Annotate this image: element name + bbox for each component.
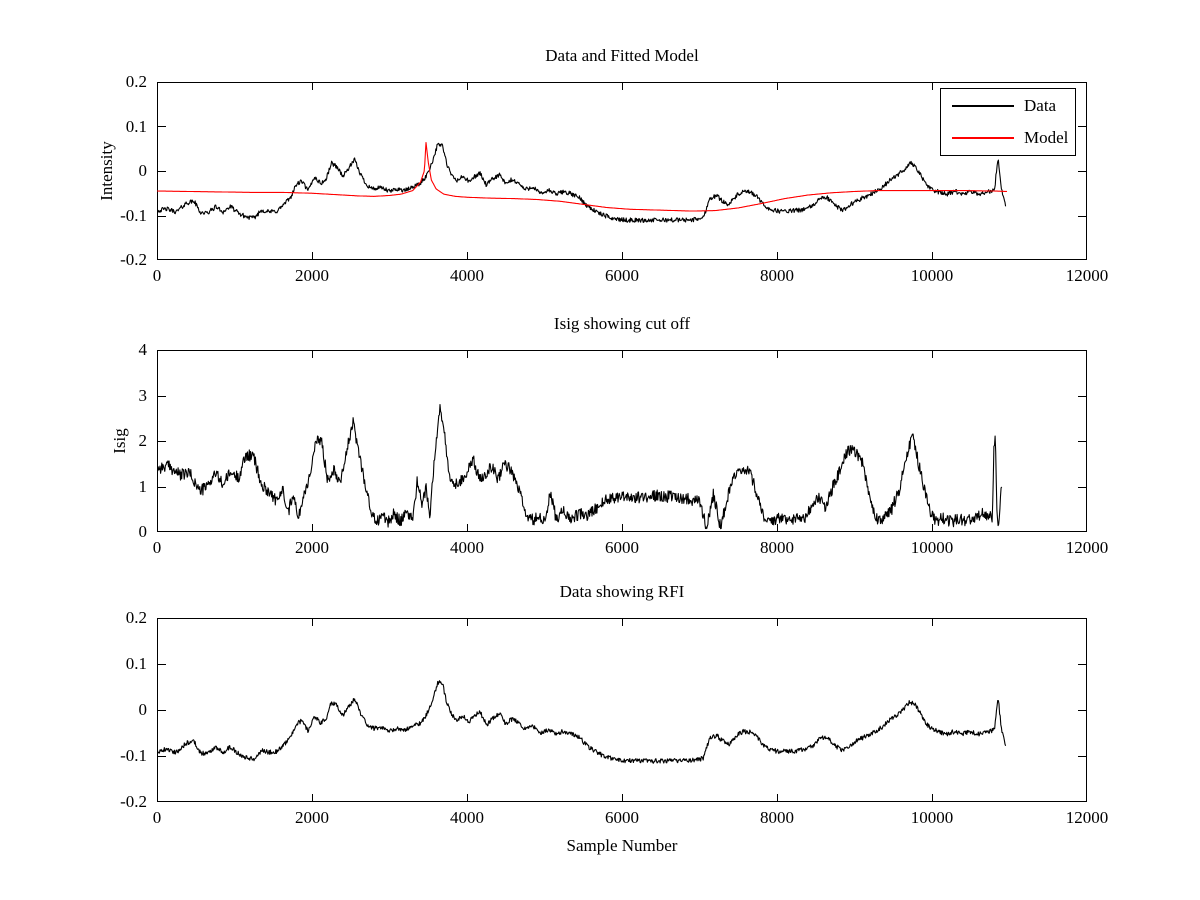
x-tick-label: 10000 <box>910 266 954 285</box>
x-tick-label: 12000 <box>1065 266 1109 285</box>
x-tick-label: 4000 <box>450 808 484 827</box>
x-tick-label: 8000 <box>760 538 794 557</box>
subplot3-axes <box>157 618 1087 802</box>
x-tick-label: 10000 <box>910 808 954 827</box>
y-tick-label: 1 <box>138 476 148 496</box>
x-tick-label: 4000 <box>450 266 484 285</box>
y-tick-label: -0.2 <box>120 250 147 269</box>
y-tick-label: 0.2 <box>125 608 147 627</box>
legend-entry-data: Data <box>941 91 1075 121</box>
y-tick-label: -0.1 <box>120 205 147 225</box>
subplot2-axes <box>157 350 1087 532</box>
x-tick-label: 2000 <box>295 538 329 557</box>
y-tick-label: -0.1 <box>120 746 147 765</box>
subplot3-title: Data showing RFI <box>559 582 685 601</box>
legend-line-sample-data <box>952 105 1014 107</box>
x-tick-label: 6000 <box>605 538 639 557</box>
x-axis-label: Sample Number <box>566 836 678 855</box>
y-tick-label: -0.2 <box>120 792 147 811</box>
x-tick-label: 4000 <box>450 538 484 557</box>
legend-label-model: Model <box>1024 128 1069 147</box>
y-tick-label: 3 <box>138 385 148 405</box>
legend-line-sample-model <box>952 137 1014 139</box>
legend-entry-model: Model <box>941 123 1075 153</box>
y-tick-label: 4 <box>138 340 148 359</box>
x-tick-label: 2000 <box>295 808 329 827</box>
y-tick-label: 0.1 <box>125 654 147 673</box>
y-tick-label: 0 <box>138 161 148 180</box>
subplot1-title: Data and Fitted Model <box>545 46 699 65</box>
x-tick-label: 6000 <box>605 808 639 827</box>
y-tick-label: 0 <box>138 700 148 719</box>
y-tick-label: 0 <box>138 522 148 541</box>
x-tick-label: 0 <box>152 538 162 557</box>
subplot2-title: Isig showing cut off <box>553 314 691 333</box>
legend-box: Data Model <box>940 88 1076 156</box>
x-tick-label: 12000 <box>1065 538 1109 557</box>
y-tick-label: 2 <box>138 431 148 450</box>
x-tick-label: 8000 <box>760 266 794 285</box>
x-tick-label: 12000 <box>1065 808 1109 827</box>
x-tick-label: 0 <box>152 266 162 285</box>
x-tick-label: 2000 <box>295 266 329 285</box>
y-tick-label: 0.1 <box>125 116 147 136</box>
y-tick-label: 0.2 <box>125 72 147 91</box>
x-tick-label: 8000 <box>760 808 794 827</box>
x-tick-label: 0 <box>152 808 162 827</box>
subplot1-axes <box>157 82 1087 260</box>
x-tick-label: 6000 <box>605 266 639 285</box>
legend-label-data: Data <box>1024 96 1057 115</box>
x-tick-label: 10000 <box>910 538 954 557</box>
